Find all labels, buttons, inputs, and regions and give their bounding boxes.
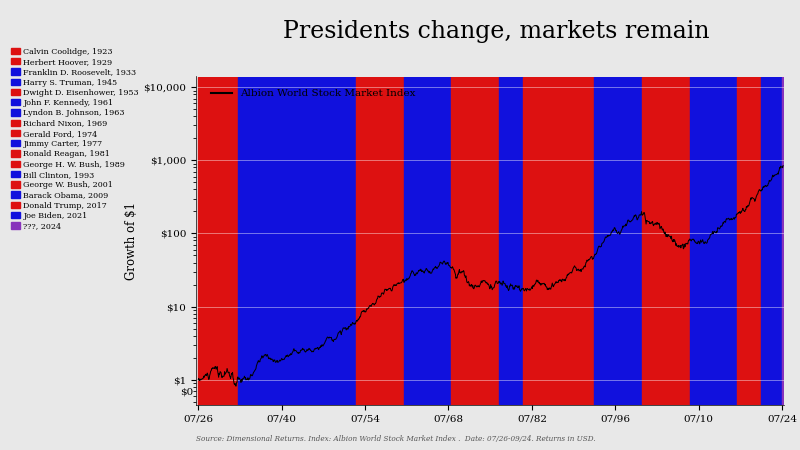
- Bar: [238, 76, 310, 405]
- Bar: [404, 76, 421, 405]
- Bar: [356, 76, 404, 405]
- Y-axis label: Growth of $1: Growth of $1: [125, 202, 138, 280]
- Bar: [594, 76, 642, 405]
- Bar: [198, 76, 216, 405]
- Text: Presidents change, markets remain: Presidents change, markets remain: [282, 20, 710, 43]
- Legend: Calvin Coolidge, 1923, Herbert Hoover, 1929, Franklin D. Roosevelt, 1933, Harry : Calvin Coolidge, 1923, Herbert Hoover, 1…: [8, 45, 142, 234]
- Bar: [690, 76, 738, 405]
- Bar: [738, 76, 762, 405]
- Bar: [762, 76, 782, 405]
- Bar: [484, 76, 499, 405]
- Text: Source: Dimensional Returns. Index: Albion World Stock Market Index .  Date: 07/: Source: Dimensional Returns. Index: Albi…: [196, 435, 596, 443]
- Bar: [499, 76, 523, 405]
- Bar: [451, 76, 484, 405]
- Bar: [421, 76, 451, 405]
- Bar: [216, 76, 238, 405]
- Bar: [782, 76, 784, 405]
- Bar: [570, 76, 594, 405]
- Bar: [642, 76, 690, 405]
- Bar: [523, 76, 570, 405]
- Text: $0: $0: [180, 387, 193, 396]
- Bar: [310, 76, 356, 405]
- Legend: Albion World Stock Market Index: Albion World Stock Market Index: [207, 85, 420, 103]
